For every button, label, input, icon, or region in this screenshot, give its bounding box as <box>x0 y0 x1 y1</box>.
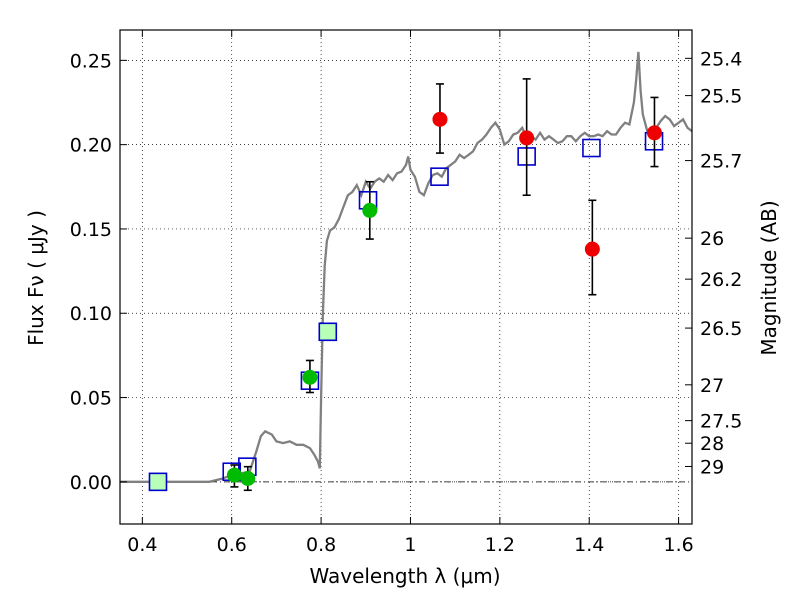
mag-tick-label: 27 <box>700 375 724 397</box>
red-data-point <box>519 130 535 146</box>
x-tick-label: 1 <box>404 534 416 556</box>
x-tick-label: 0.4 <box>127 534 157 556</box>
model-square-point <box>318 322 338 342</box>
x-tick-label: 1.2 <box>485 534 515 556</box>
x-tick-label: 1.4 <box>574 534 604 556</box>
mag-tick-label: 26.2 <box>700 269 742 291</box>
mag-tick-label: 26 <box>700 228 724 250</box>
mag-tick-label: 25.4 <box>700 48 742 70</box>
y-tick-label: 0.25 <box>70 50 112 72</box>
green-data-point <box>226 467 242 483</box>
grid <box>120 30 692 524</box>
mag-tick-label: 25.5 <box>700 86 742 108</box>
red-data-point <box>584 241 600 257</box>
model-square-point <box>148 472 168 492</box>
mag-tick-label: 29 <box>700 456 724 478</box>
plot-area <box>120 51 692 492</box>
model-square-point <box>582 138 601 158</box>
green-data-point <box>302 369 318 385</box>
x-axis-label: Wavelength λ (μm) <box>309 564 500 588</box>
y-axis-label-left: Flux Fν ( μJy ) <box>24 210 48 346</box>
y-tick-label: 0.15 <box>70 219 112 241</box>
ticks: 0.4 0.6 0.8 1 1.2 1.4 1.6 0.00 0.05 0.10 0.15 0.20 0… <box>70 30 742 556</box>
model-square-point <box>430 167 449 186</box>
mag-tick-label: 26.5 <box>700 318 742 340</box>
mag-tick-label: 27.5 <box>700 411 742 433</box>
green-data-point <box>362 202 378 218</box>
red-data-point <box>432 111 448 127</box>
axes-frame <box>119 29 693 525</box>
spectrum-line <box>120 51 692 483</box>
x-tick-label: 0.8 <box>306 534 336 556</box>
x-tick-label: 1.6 <box>663 534 693 556</box>
mag-tick-label: 25.7 <box>700 151 742 173</box>
y-tick-label: 0.00 <box>70 472 112 494</box>
y-tick-label: 0.05 <box>70 388 112 410</box>
x-tick-label: 0.6 <box>217 534 247 556</box>
y-axis-label-right: Magnitude (AB) <box>757 200 781 355</box>
y-tick-label: 0.20 <box>70 135 112 157</box>
red-data-point <box>646 125 662 141</box>
mag-tick-label: 28 <box>700 433 724 455</box>
y-tick-label: 0.10 <box>70 303 112 325</box>
green-data-point <box>240 470 256 486</box>
